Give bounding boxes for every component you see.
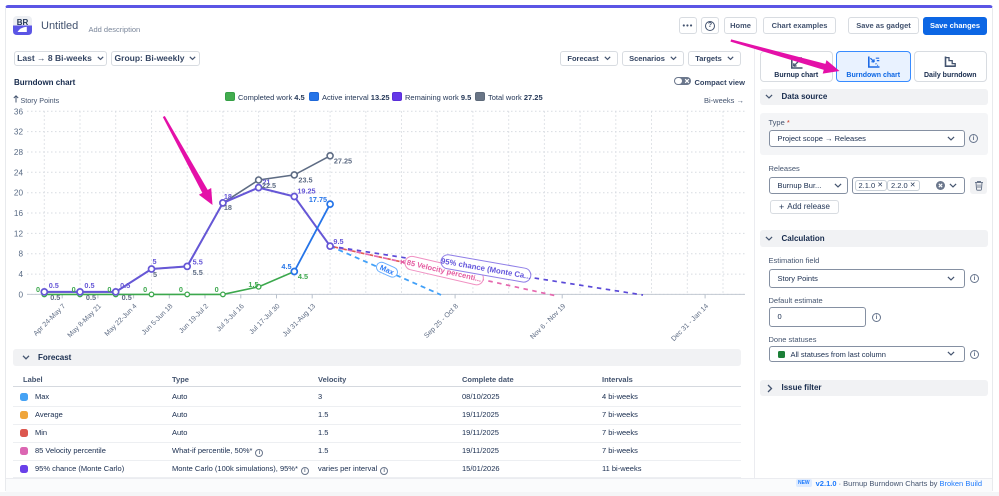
svg-text:BR: BR (17, 18, 29, 27)
